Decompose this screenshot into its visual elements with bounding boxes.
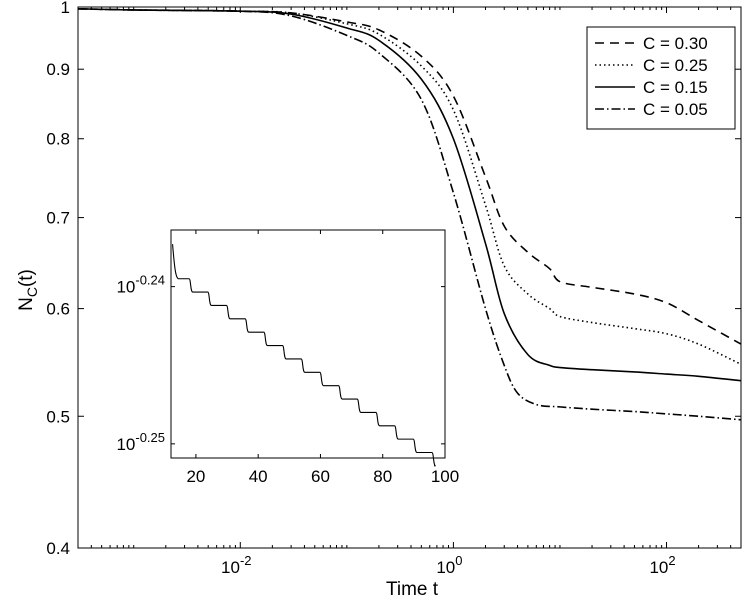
inset-series-line — [172, 244, 436, 467]
legend-entry-label: C = 0.30 — [643, 34, 708, 53]
inset-x-tick-label: 100 — [431, 467, 459, 486]
y-tick-label: 1 — [61, 0, 70, 17]
inset-y-tick-label: 10-0.25 — [116, 430, 165, 454]
inset-x-tick-label: 80 — [373, 467, 392, 486]
inset-x-tick-label: 20 — [186, 467, 205, 486]
legend-box — [586, 26, 736, 130]
y-axis-title-main: N — [16, 297, 37, 311]
legend-entry-label: C = 0.15 — [643, 78, 708, 97]
x-tick-label: 102 — [649, 553, 675, 577]
y-axis-title-subscript: C — [24, 287, 40, 297]
y-tick-label: 0.6 — [46, 300, 70, 319]
y-tick-label: 0.4 — [46, 539, 70, 558]
series-line-3 — [77, 7, 742, 421]
x-axis-title: Time t — [386, 579, 439, 600]
inset-x-tick-label: 40 — [249, 467, 268, 486]
legend-entry-label: C = 0.25 — [643, 56, 708, 75]
y-tick-label: 0.8 — [46, 130, 70, 149]
series-line-2 — [77, 7, 742, 382]
inset-plot: 20 40 60 80 100 10-0.24 10-0.25 — [116, 229, 459, 486]
x-tick-label: 10-2 — [221, 553, 251, 577]
x-tick-label: 100 — [436, 553, 462, 577]
y-tick-label: 0.7 — [46, 209, 70, 228]
legend: C = 0.30 C = 0.25 C = 0.15 C = 0.05 — [586, 26, 736, 130]
inset-x-tick-label: 60 — [311, 467, 330, 486]
y-axis-title: NC(t) — [16, 269, 40, 311]
y-tick-label: 0.5 — [46, 407, 70, 426]
y-axis-title-suffix: (t) — [16, 269, 37, 287]
inset-y-tick-label: 10-0.24 — [116, 273, 165, 297]
legend-entry-label: C = 0.05 — [643, 100, 708, 119]
y-tick-label: 0.9 — [46, 60, 70, 79]
inset-frame — [170, 229, 446, 459]
